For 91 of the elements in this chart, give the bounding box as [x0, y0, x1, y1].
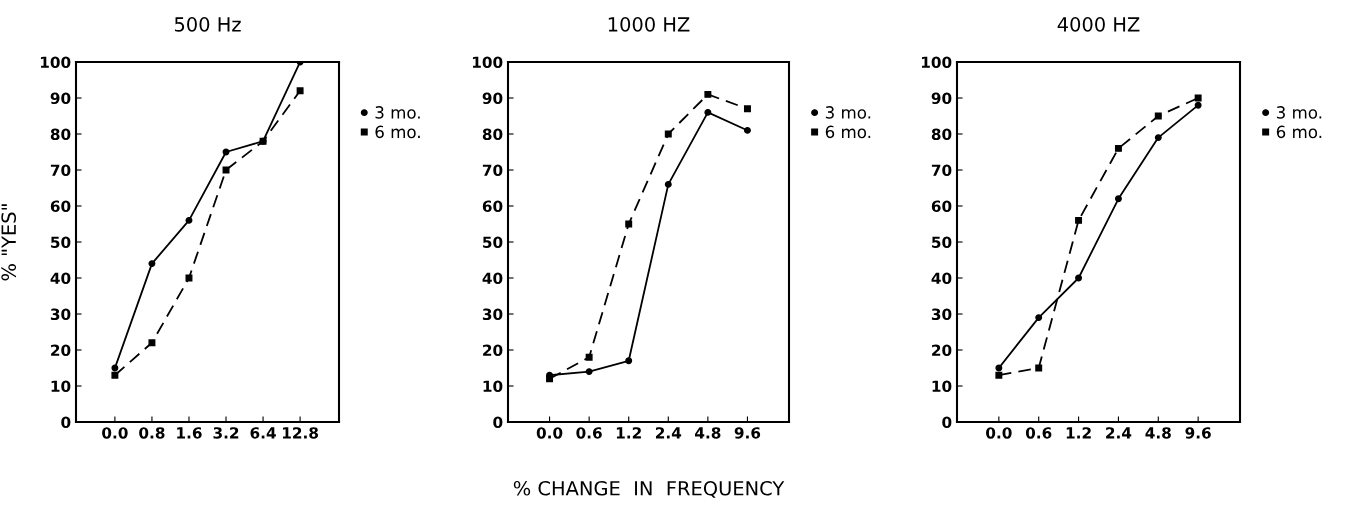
legend-label: 6 mo.: [375, 125, 420, 139]
x-tick-label: 0.6: [1025, 427, 1052, 439]
point: [148, 260, 156, 268]
y-tick-label: 90: [482, 92, 503, 105]
legend-label: 3 mo.: [825, 106, 871, 119]
y-tick-label: 50: [51, 236, 71, 249]
y-tick-label: 70: [50, 164, 71, 177]
x-tick-label: 3.2: [213, 427, 239, 439]
point: [185, 216, 193, 224]
x-tick-label: 9.6: [734, 427, 761, 439]
point: [111, 364, 119, 372]
x-tick-label: 12.8: [282, 427, 319, 439]
y-tick-label: 20: [932, 344, 952, 357]
x-axis-title: % CHANGE IN FREQUENCY: [513, 480, 785, 498]
x-tick-label: 9.6: [1185, 427, 1211, 439]
y-tick-label: 100: [921, 56, 952, 69]
x-tick-label: 1.6: [177, 427, 202, 439]
y-tick-label: 90: [931, 92, 952, 105]
chart-title: 4000 HZ: [1057, 17, 1140, 32]
point: [1114, 144, 1122, 152]
y-tick-label: 30: [931, 308, 952, 321]
point: [995, 364, 1003, 372]
y-tick-label: 60: [482, 200, 503, 213]
point: [1075, 216, 1083, 224]
point: [1154, 112, 1162, 120]
y-tick-label: 30: [50, 308, 71, 321]
point: [664, 130, 672, 138]
x-tick-label: 2.4: [1106, 427, 1132, 439]
y-tick-label: 50: [932, 236, 952, 249]
point: [625, 220, 633, 228]
y-tick-label: 50: [483, 236, 503, 249]
point: [704, 90, 712, 98]
y-tick-label: 100: [472, 56, 503, 69]
x-tick-label: 6.4: [250, 427, 276, 439]
x-tick-label: 0.8: [139, 427, 165, 439]
y-tick-label: 40: [482, 272, 503, 285]
y-tick-label: 30: [482, 308, 503, 321]
chart-title: 1000 HZ: [608, 17, 690, 32]
x-tick-label: 4.8: [695, 427, 721, 439]
legend-label: 3 mo.: [1276, 106, 1322, 119]
point: [1154, 134, 1162, 142]
y-tick-label: 10: [483, 380, 503, 393]
x-tick-label: 1.2: [1066, 427, 1091, 439]
x-tick-label: 4.8: [1145, 427, 1171, 439]
y-tick-label: 80: [931, 128, 952, 141]
point: [1075, 274, 1083, 282]
y-tick-label: 70: [482, 164, 503, 177]
y-tick-label: 80: [482, 128, 503, 141]
y-tick-label: 40: [931, 272, 952, 285]
point: [111, 371, 119, 379]
point: [995, 371, 1003, 379]
legend-label: 6 mo.: [825, 125, 871, 139]
x-tick-label: 0.6: [576, 427, 602, 439]
point: [585, 353, 593, 361]
y-tick-label: 60: [50, 200, 71, 213]
x-tick-label: 0.0: [986, 427, 1012, 439]
legend-label: 6 mo.: [1276, 125, 1322, 139]
y-tick-label: 10: [932, 380, 952, 393]
point: [743, 105, 751, 113]
point: [546, 375, 554, 383]
y-tick-label: 20: [483, 344, 503, 357]
y-tick-label: 0: [942, 416, 952, 429]
point: [585, 368, 593, 376]
point: [664, 180, 672, 188]
point: [1035, 364, 1043, 372]
y-tick-label: 60: [931, 200, 952, 213]
x-tick-label: 0.0: [536, 427, 563, 439]
chart-title: 500 Hz: [174, 17, 241, 32]
x-tick-label: 0.0: [102, 427, 128, 439]
point: [1114, 195, 1122, 203]
point: [1194, 101, 1202, 109]
point: [1194, 94, 1202, 102]
point: [704, 108, 712, 116]
y-tick-label: 40: [50, 272, 71, 285]
point: [1035, 314, 1043, 322]
point: [296, 87, 304, 95]
point: [148, 339, 156, 347]
point: [743, 126, 751, 134]
y-axis-title: % "YES": [1, 204, 17, 281]
y-tick-label: 0: [61, 416, 71, 429]
y-tick-label: 10: [51, 380, 71, 393]
point: [625, 357, 633, 365]
y-tick-label: 20: [51, 344, 71, 357]
y-tick-label: 90: [50, 92, 71, 105]
y-tick-label: 70: [931, 164, 952, 177]
y-tick-label: 0: [493, 416, 503, 429]
y-tick-label: 100: [40, 56, 71, 69]
legend-label: 3 mo.: [375, 106, 420, 119]
x-tick-label: 2.4: [655, 427, 682, 439]
y-tick-label: 80: [50, 128, 71, 141]
x-tick-label: 1.2: [616, 427, 641, 439]
